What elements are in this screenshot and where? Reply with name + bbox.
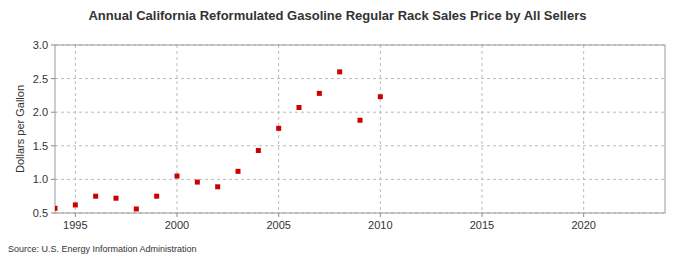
- y-tick: [51, 179, 55, 180]
- x-tick: [583, 213, 584, 217]
- grid-line: [55, 145, 665, 146]
- point: [175, 174, 180, 179]
- point: [73, 202, 78, 207]
- x-tick-label: 1995: [63, 219, 87, 231]
- y-tick-label: 1.0: [33, 173, 48, 185]
- x-tick-label: 2000: [165, 219, 189, 231]
- point: [276, 126, 281, 131]
- point: [358, 118, 363, 123]
- x-tick-label: 2010: [368, 219, 392, 231]
- y-tick-label: 0.5: [33, 207, 48, 219]
- point: [236, 169, 241, 174]
- x-tick: [75, 213, 76, 217]
- point: [93, 194, 98, 199]
- x-tick-label: 2005: [266, 219, 290, 231]
- grid-line: [380, 45, 381, 213]
- point: [337, 69, 342, 74]
- y-tick-label: 2.0: [33, 106, 48, 118]
- y-tick-label: 3.0: [33, 39, 48, 51]
- point: [297, 105, 302, 110]
- grid-line: [177, 45, 178, 213]
- point: [256, 148, 261, 153]
- y-axis-label: Dollars per Gallon: [14, 85, 26, 173]
- title: Annual California Reformulated Gasoline …: [88, 8, 586, 23]
- y-tick-label: 1.5: [33, 140, 48, 152]
- grid-line: [482, 45, 483, 213]
- y-tick: [51, 78, 55, 79]
- point: [215, 184, 220, 189]
- points: [55, 69, 383, 211]
- point: [154, 194, 159, 199]
- x-tick: [380, 213, 381, 217]
- y-tick: [51, 45, 55, 46]
- grid-line: [55, 179, 665, 180]
- x-tick-label: 2015: [470, 219, 494, 231]
- point: [378, 94, 383, 99]
- point: [134, 206, 139, 211]
- chart: Annual California Reformulated Gasoline …: [0, 0, 675, 275]
- point: [317, 91, 322, 96]
- y-tick: [51, 213, 55, 214]
- grid-line: [55, 78, 665, 79]
- x-tick-label: 2020: [571, 219, 595, 231]
- y-tick-label: 2.5: [33, 73, 48, 85]
- source: Source: U.S. Energy Information Administ…: [8, 244, 197, 254]
- point: [55, 206, 58, 211]
- y-tick: [51, 112, 55, 113]
- x-tick: [177, 213, 178, 217]
- y-tick: [51, 145, 55, 146]
- point: [195, 180, 200, 185]
- x-tick: [482, 213, 483, 217]
- grid-line: [75, 45, 76, 213]
- x-tick: [278, 213, 279, 217]
- grid-line: [55, 112, 665, 113]
- plot-frame: [55, 45, 665, 213]
- point: [114, 196, 119, 201]
- grid-line: [583, 45, 584, 213]
